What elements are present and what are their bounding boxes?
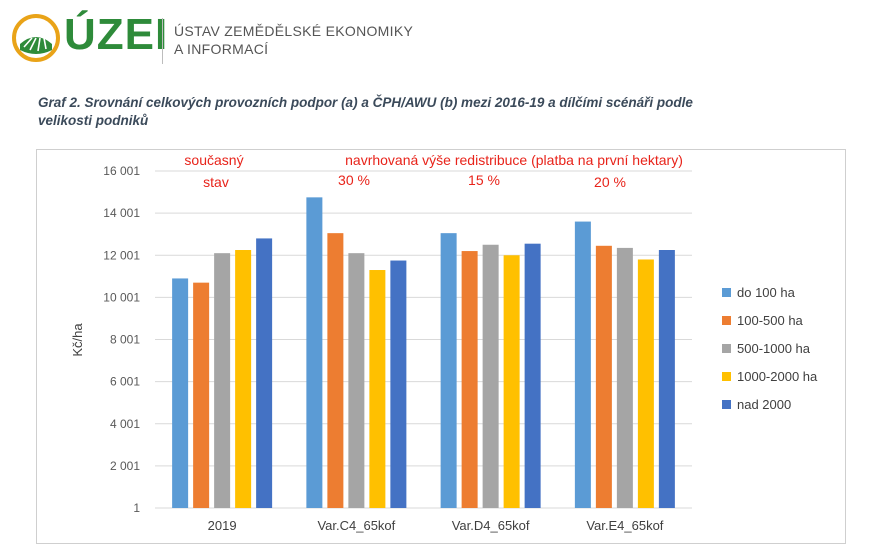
- y-axis-label: Kč/ha: [70, 323, 85, 357]
- bar: [214, 253, 231, 508]
- y-tick-label: 8 001: [110, 333, 140, 347]
- bar: [574, 221, 591, 509]
- y-tick-label: 2 001: [110, 459, 140, 473]
- bar: [461, 251, 478, 508]
- y-tick-label: 16 001: [103, 164, 140, 178]
- page-header: ÚZEI ÚSTAV ZEMĚDĚLSKÉ EKONOMIKY A INFORM…: [0, 0, 871, 80]
- logo-subtitle-line2: A INFORMACÍ: [174, 41, 269, 57]
- y-tick-label: 4 001: [110, 417, 140, 431]
- legend-label: 100-500 ha: [737, 313, 804, 328]
- chart-frame: [36, 149, 846, 544]
- chart-bars: [172, 197, 675, 509]
- logo-text: ÚZEI: [64, 10, 169, 59]
- x-tick-label: Var.E4_65kof: [586, 518, 663, 533]
- annotation-proposed: navrhovaná výše redistribuce (platba na …: [345, 152, 683, 168]
- bar: [658, 250, 675, 508]
- annotation-current-line2: stav: [203, 174, 229, 190]
- graph-title-line2: velikosti podniků: [38, 113, 149, 128]
- annotation-pct-e4: 20 %: [594, 174, 626, 190]
- graph-title-line1: Graf 2. Srovnání celkových provozních po…: [38, 95, 693, 110]
- legend-label: do 100 ha: [737, 285, 796, 300]
- bar: [440, 233, 457, 508]
- annotation-current-line1: současný: [184, 152, 243, 168]
- logo-divider: [162, 18, 163, 64]
- bar: [172, 278, 189, 508]
- graph-title: Graf 2. Srovnání celkových provozních po…: [38, 94, 838, 130]
- y-tick-label: 12 001: [103, 248, 140, 262]
- annotation-pct-d4: 15 %: [468, 172, 500, 188]
- y-tick-label: 14 001: [103, 206, 140, 220]
- legend-swatch: [722, 344, 731, 353]
- legend-swatch: [722, 372, 731, 381]
- legend-swatch: [722, 316, 731, 325]
- y-tick-label: 10 001: [103, 290, 140, 304]
- logo-subtitle-line1: ÚSTAV ZEMĚDĚLSKÉ EKONOMIKY: [174, 23, 414, 39]
- bar: [193, 282, 210, 508]
- x-tick-label: Var.C4_65kof: [317, 518, 395, 533]
- bar: [235, 250, 252, 508]
- bar: [348, 253, 365, 508]
- legend-label: 1000-2000 ha: [737, 369, 818, 384]
- legend-swatch: [722, 400, 731, 409]
- legend-label: 500-1000 ha: [737, 341, 811, 356]
- uzei-logo-icon: [12, 14, 60, 67]
- x-tick-label: 2019: [208, 518, 237, 533]
- y-axis-ticks: 16 001 14 001 12 001 10 001 8 001 6 001 4 001 2…: [103, 164, 140, 515]
- bar: [595, 245, 612, 508]
- legend-label: nad 2000: [737, 397, 791, 412]
- bar: [616, 247, 633, 509]
- bar: [637, 259, 654, 508]
- bar: [482, 244, 499, 508]
- bar: [327, 233, 344, 508]
- x-tick-label: Var.D4_65kof: [452, 518, 530, 533]
- bar: [524, 243, 541, 508]
- chart-legend: do 100 ha 100-500 ha 500-1000 ha 1000-2000 …: [722, 285, 818, 412]
- bar: [256, 238, 273, 508]
- bar: [369, 270, 386, 508]
- logo-subtitle: ÚSTAV ZEMĚDĚLSKÉ EKONOMIKY A INFORMACÍ: [174, 22, 413, 58]
- legend-swatch: [722, 288, 731, 297]
- bar: [503, 255, 520, 508]
- x-axis-ticks: 2019 Var.C4_65kof Var.D4_65kof Var.E4_65kof: [208, 518, 664, 533]
- y-tick-label: 1: [133, 501, 140, 515]
- y-tick-label: 6 001: [110, 375, 140, 389]
- bar: [390, 260, 407, 508]
- annotation-pct-c4: 30 %: [338, 172, 370, 188]
- bar: [306, 197, 323, 508]
